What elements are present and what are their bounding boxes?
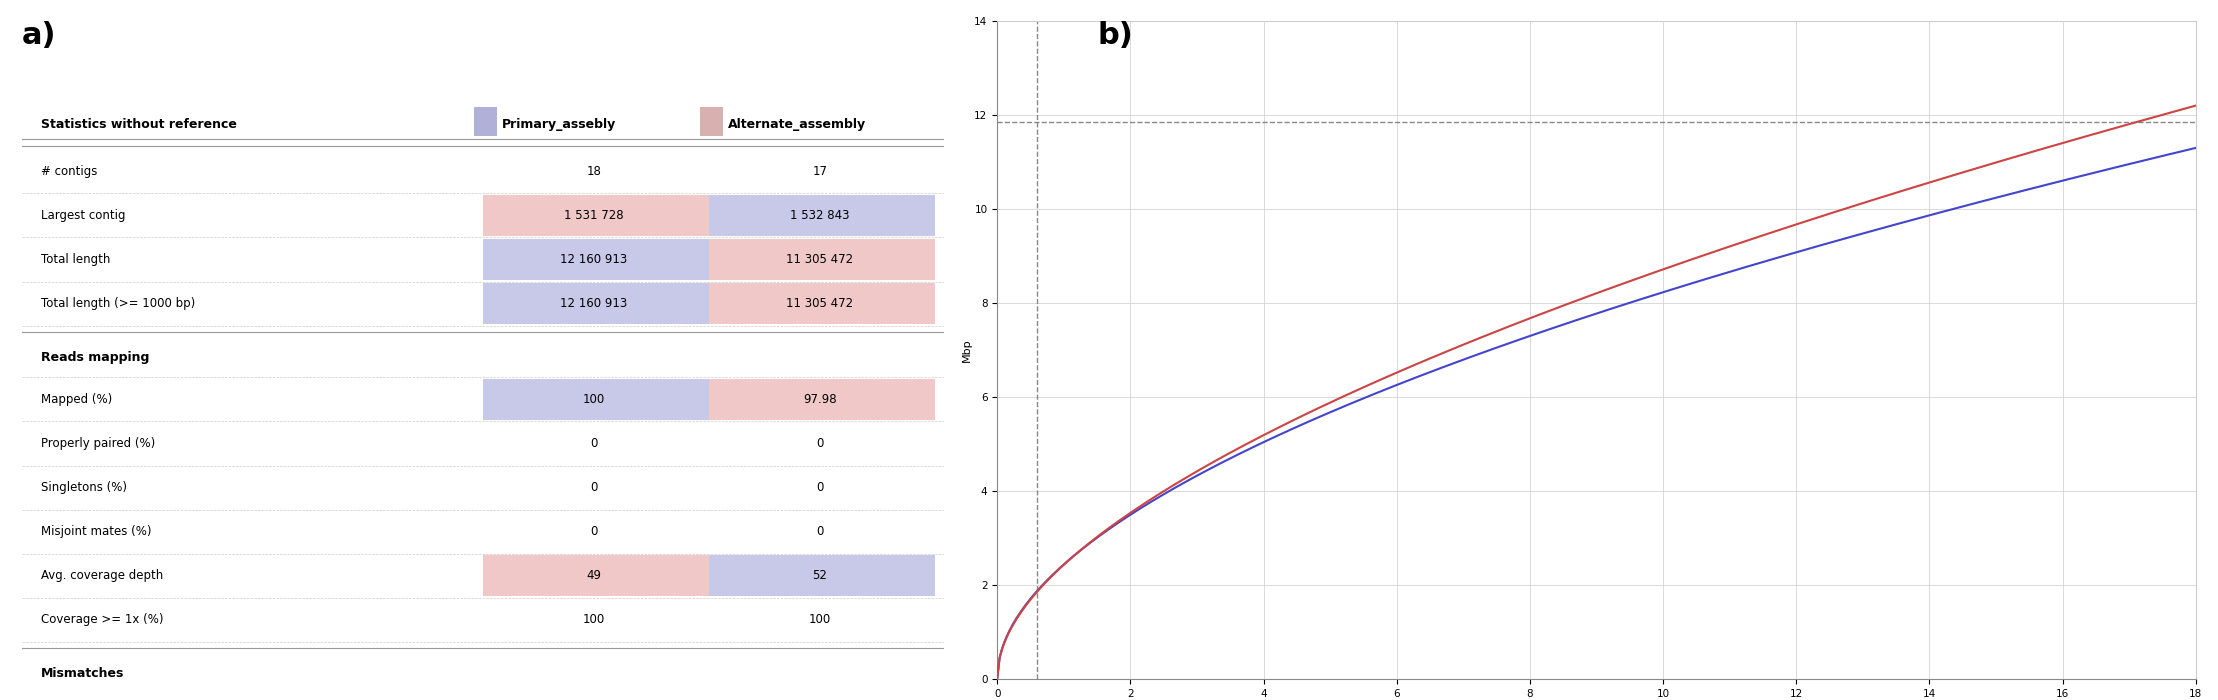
Text: 17: 17	[812, 165, 827, 178]
Text: a): a)	[22, 21, 58, 50]
Text: 18: 18	[586, 165, 601, 178]
FancyBboxPatch shape	[484, 239, 710, 280]
Text: Total length (>= 1000 bp): Total length (>= 1000 bp)	[40, 297, 195, 310]
Text: 0: 0	[590, 481, 597, 494]
Text: 1 531 728: 1 531 728	[563, 209, 623, 222]
Text: # contigs: # contigs	[40, 165, 98, 178]
Y-axis label: Mbp: Mbp	[960, 338, 971, 362]
FancyBboxPatch shape	[710, 379, 936, 420]
Text: 0: 0	[816, 437, 823, 450]
Text: 97.98: 97.98	[803, 393, 836, 406]
Text: Alternate_assembly: Alternate_assembly	[728, 118, 865, 130]
Text: 1 532 843: 1 532 843	[790, 209, 849, 222]
Text: 0: 0	[816, 525, 823, 538]
Text: Statistics without reference: Statistics without reference	[40, 118, 237, 130]
FancyBboxPatch shape	[710, 555, 936, 596]
Text: Primary_assebly: Primary_assebly	[501, 118, 617, 130]
FancyBboxPatch shape	[484, 555, 710, 596]
FancyBboxPatch shape	[710, 239, 936, 280]
FancyBboxPatch shape	[484, 283, 710, 324]
Text: Mapped (%): Mapped (%)	[40, 393, 111, 406]
Text: 52: 52	[812, 569, 827, 582]
Text: 100: 100	[583, 393, 606, 406]
FancyBboxPatch shape	[710, 195, 936, 236]
Text: 0: 0	[816, 481, 823, 494]
FancyBboxPatch shape	[701, 106, 723, 136]
Text: Singletons (%): Singletons (%)	[40, 481, 126, 494]
FancyBboxPatch shape	[710, 283, 936, 324]
Text: 12 160 913: 12 160 913	[561, 253, 628, 266]
Text: 49: 49	[586, 569, 601, 582]
Text: b): b)	[1098, 21, 1133, 50]
FancyBboxPatch shape	[484, 379, 710, 420]
Text: Total length: Total length	[40, 253, 111, 266]
Text: Mismatches: Mismatches	[40, 667, 124, 680]
Text: 11 305 472: 11 305 472	[785, 253, 854, 266]
Text: 12 160 913: 12 160 913	[561, 297, 628, 310]
Text: Largest contig: Largest contig	[40, 209, 124, 222]
Text: Coverage >= 1x (%): Coverage >= 1x (%)	[40, 613, 164, 626]
Text: 100: 100	[583, 613, 606, 626]
Text: Avg. coverage depth: Avg. coverage depth	[40, 569, 162, 582]
Text: Reads mapping: Reads mapping	[40, 351, 149, 364]
Text: Properly paired (%): Properly paired (%)	[40, 437, 155, 450]
Text: 0: 0	[590, 525, 597, 538]
Text: 100: 100	[810, 613, 832, 626]
FancyBboxPatch shape	[475, 106, 497, 136]
Text: 0: 0	[590, 437, 597, 450]
Text: Misjoint mates (%): Misjoint mates (%)	[40, 525, 151, 538]
Text: 11 305 472: 11 305 472	[785, 297, 854, 310]
FancyBboxPatch shape	[484, 195, 710, 236]
